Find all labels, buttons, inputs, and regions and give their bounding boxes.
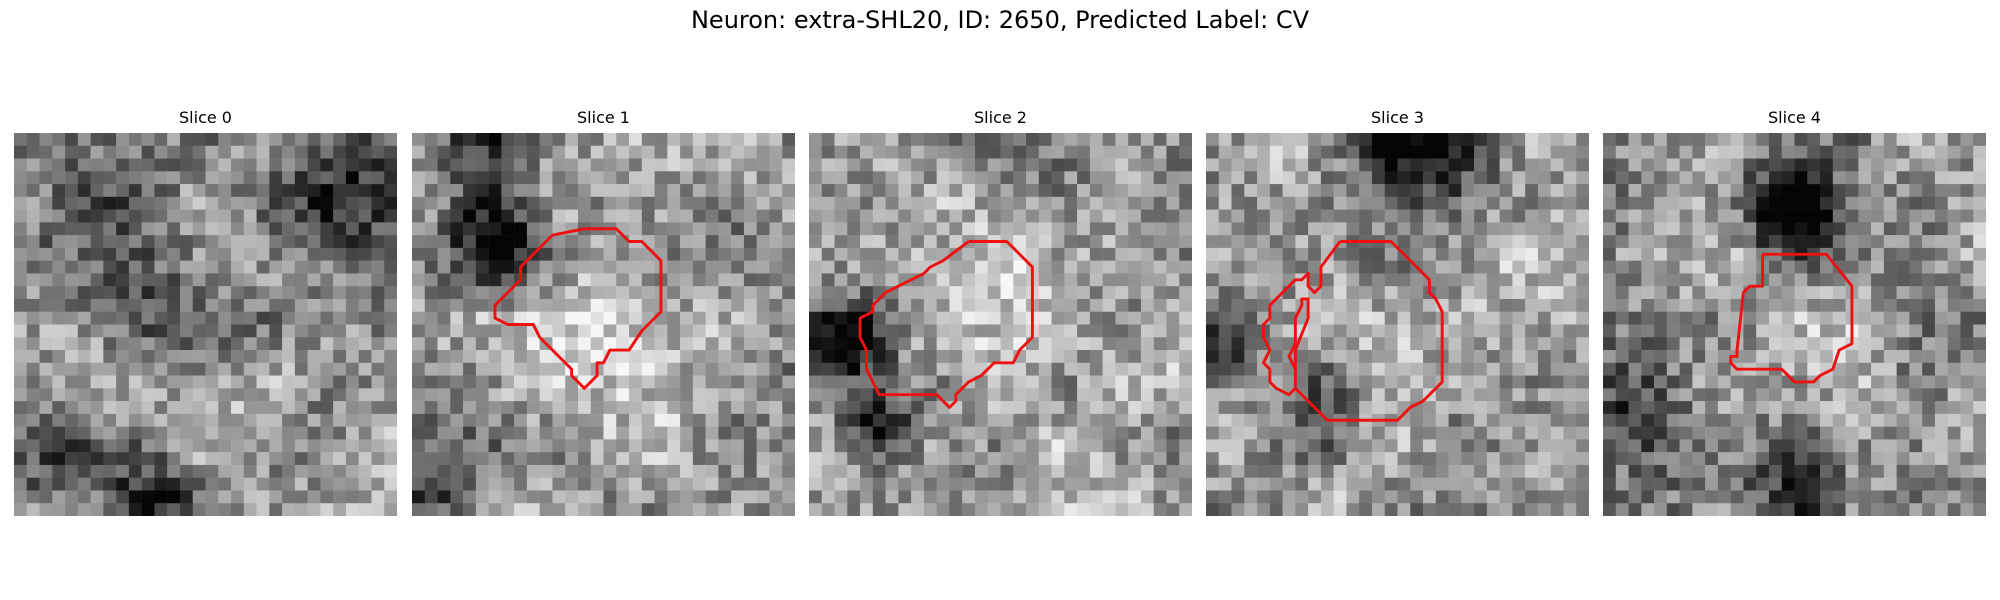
slice-panel-4: Slice 4 (1603, 107, 1986, 516)
slice-image (1206, 133, 1589, 516)
slice-title: Slice 1 (577, 108, 630, 127)
pixel-texture (1603, 133, 1986, 516)
slice-title: Slice 3 (1371, 108, 1424, 127)
segmentation-contour (858, 240, 1034, 409)
pixel-texture (412, 133, 795, 516)
slice-title: Slice 4 (1768, 108, 1821, 127)
pixel-texture (809, 133, 1192, 516)
slice-title: Slice 0 (179, 108, 232, 127)
segmentation-contour (493, 227, 663, 390)
slice-image (412, 133, 795, 516)
slice-panel-1: Slice 1 (412, 107, 795, 516)
pixel-texture (1206, 133, 1589, 516)
segmentation-contour (1729, 252, 1854, 384)
slice-panel-3: Slice 3 (1206, 107, 1589, 516)
slice-panel-0: Slice 0 (14, 107, 397, 516)
slice-title: Slice 2 (974, 108, 1027, 127)
pixel-texture (14, 133, 397, 516)
slice-image (809, 133, 1192, 516)
slice-image (14, 133, 397, 516)
segmentation-contour (1261, 240, 1444, 422)
slice-panel-2: Slice 2 (809, 107, 1192, 516)
figure-title: Neuron: extra-SHL20, ID: 2650, Predicted… (690, 6, 1310, 34)
slice-image (1603, 133, 1986, 516)
